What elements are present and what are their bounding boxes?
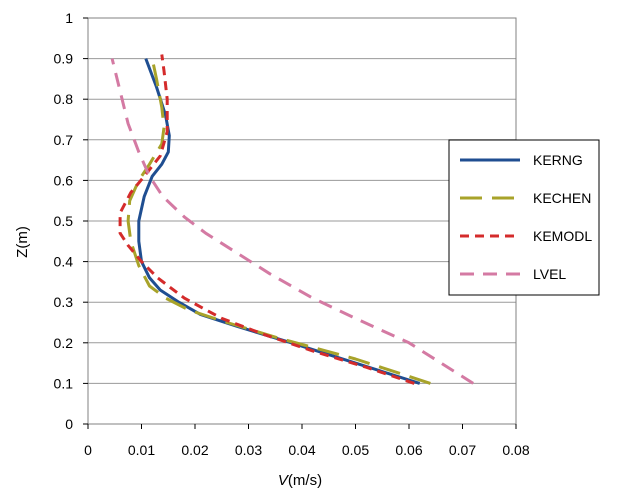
- y-tick-label: 0: [65, 416, 73, 432]
- x-tick-label: 0.07: [449, 442, 476, 458]
- y-tick-label: 0.1: [54, 375, 74, 391]
- legend-label: KERNG: [533, 152, 583, 168]
- legend: KERNG KECHEN KEMODL LVEL: [448, 139, 600, 296]
- legend-item-lvel: LVEL: [460, 266, 566, 282]
- y-tick-label: 0.7: [54, 132, 74, 148]
- axis-ticks: 0 0.1 0.2 0.3 0.4 0.5 0.6 0.7 0.8 0.9 1 0 0.01 0.02 0.…: [54, 10, 530, 458]
- x-tick-label: 0: [84, 442, 92, 458]
- y-tick-label: 0.9: [54, 51, 74, 67]
- legend-item-kemodl: KEMODL: [460, 228, 592, 244]
- legend-label: KEMODL: [533, 228, 592, 244]
- y-tick-label: 0.2: [54, 335, 74, 351]
- legend-label: LVEL: [533, 266, 566, 282]
- x-axis-title: V(m/s): [278, 472, 322, 489]
- legend-item-kerng: KERNG: [460, 152, 583, 168]
- x-tick-label: 0.01: [128, 442, 155, 458]
- y-axis-title: Z(m): [14, 226, 31, 258]
- y-tick-label: 0.8: [54, 91, 74, 107]
- x-tick-label: 0.08: [502, 442, 529, 458]
- series-line-kemodl: [118, 54, 415, 385]
- x-tick-label: 0.04: [288, 442, 315, 458]
- series-line-lvel: [110, 58, 475, 385]
- legend-item-kechen: KECHEN: [460, 190, 591, 206]
- y-tick-label: 0.6: [54, 172, 74, 188]
- x-tick-label: 0.05: [342, 442, 369, 458]
- legend-label: KECHEN: [533, 190, 591, 206]
- x-tick-label: 0.03: [235, 442, 262, 458]
- x-tick-label: 0.06: [395, 442, 422, 458]
- x-axis-title-unit: (m/s): [288, 472, 322, 489]
- x-tick-label: 0.02: [181, 442, 208, 458]
- y-tick-label: 0.3: [54, 294, 74, 310]
- y-tick-label: 1: [65, 10, 73, 26]
- y-tick-label: 0.4: [54, 254, 74, 270]
- y-tick-label: 0.5: [54, 213, 74, 229]
- legend-box: [448, 139, 600, 296]
- x-axis-title-symbol: V: [278, 472, 290, 489]
- series-lines: [110, 54, 475, 385]
